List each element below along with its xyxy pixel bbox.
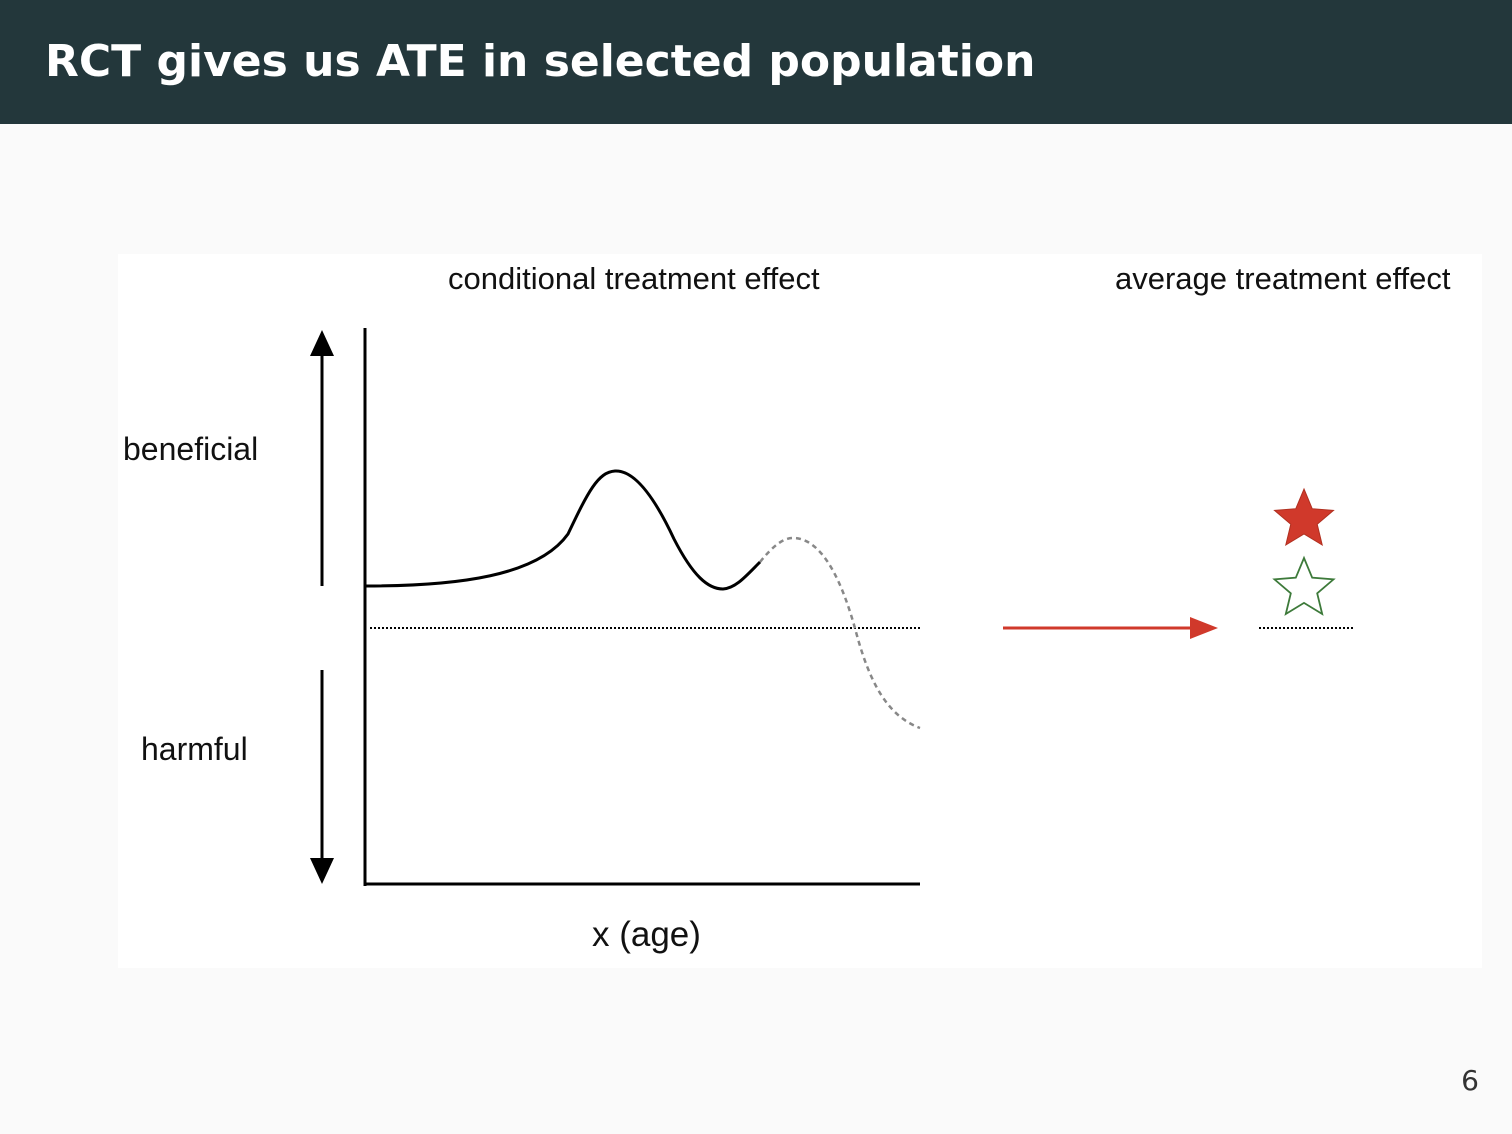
diagram-canvas [310, 328, 1354, 886]
ate-heading: average treatment effect [1115, 261, 1451, 296]
cte-curve-extrapolated [759, 536, 921, 730]
beneficial-arrow-head [310, 330, 334, 356]
x-axis-label: x (age) [592, 915, 701, 954]
cte-to-ate-arrow-head [1190, 617, 1218, 639]
filled-star-icon [1273, 487, 1335, 547]
cte-curve-observed [365, 469, 762, 591]
harmful-arrow-head [310, 858, 334, 884]
outline-star-icon [1272, 555, 1336, 616]
harmful-label: harmful [141, 731, 248, 767]
treatment-effect-diagram: conditional treatment effect average tre… [118, 254, 1482, 968]
slide-title: RCT gives us ATE in selected population [45, 36, 1036, 87]
title-bar: RCT gives us ATE in selected population [0, 0, 1512, 124]
beneficial-label: beneficial [123, 431, 259, 467]
cte-heading: conditional treatment effect [448, 261, 820, 296]
page-number: 6 [1461, 1064, 1479, 1097]
